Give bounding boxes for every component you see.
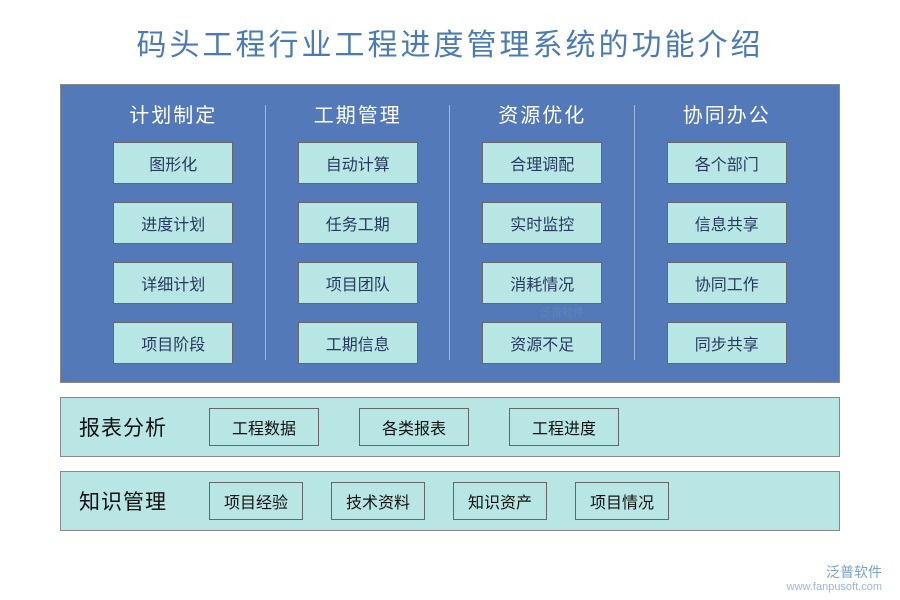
feature-box: 工期信息 bbox=[298, 322, 418, 364]
row-item-box: 各类报表 bbox=[359, 408, 469, 446]
column-resource: 资源优化 合理调配 实时监控 消耗情况 资源不足 bbox=[454, 99, 631, 364]
column-items: 合理调配 实时监控 消耗情况 资源不足 bbox=[454, 142, 631, 364]
feature-box: 任务工期 bbox=[298, 202, 418, 244]
watermark-brand: 泛普软件 bbox=[787, 564, 882, 581]
row-item-box: 工程进度 bbox=[509, 408, 619, 446]
row-reports: 报表分析 工程数据 各类报表 工程进度 bbox=[60, 397, 840, 457]
row-item-box: 技术资料 bbox=[331, 482, 425, 520]
column-plan: 计划制定 图形化 进度计划 详细计划 项目阶段 bbox=[85, 99, 262, 364]
page-title: 码头工程行业工程进度管理系统的功能介绍 bbox=[60, 20, 840, 64]
watermark-corner: 泛普软件 www.fanpusoft.com bbox=[787, 564, 882, 594]
feature-box: 资源不足 bbox=[482, 322, 602, 364]
watermark-url: www.fanpusoft.com bbox=[787, 581, 882, 594]
feature-box: 项目阶段 bbox=[113, 322, 233, 364]
feature-box: 图形化 bbox=[113, 142, 233, 184]
feature-box: 自动计算 bbox=[298, 142, 418, 184]
feature-box: 合理调配 bbox=[482, 142, 602, 184]
column-items: 自动计算 任务工期 项目团队 工期信息 bbox=[270, 142, 447, 364]
feature-box: 详细计划 bbox=[113, 262, 233, 304]
feature-box: 实时监控 bbox=[482, 202, 602, 244]
column-header: 工期管理 bbox=[314, 99, 402, 128]
row-knowledge: 知识管理 项目经验 技术资料 知识资产 项目情况 bbox=[60, 471, 840, 531]
feature-box: 信息共享 bbox=[667, 202, 787, 244]
row-items: 工程数据 各类报表 工程进度 bbox=[209, 408, 821, 446]
feature-box: 同步共享 bbox=[667, 322, 787, 364]
column-items: 各个部门 信息共享 协同工作 同步共享 bbox=[639, 142, 816, 364]
feature-box: 消耗情况 bbox=[482, 262, 602, 304]
row-item-box: 项目经验 bbox=[209, 482, 303, 520]
column-duration: 工期管理 自动计算 任务工期 项目团队 工期信息 bbox=[270, 99, 447, 364]
row-items: 项目经验 技术资料 知识资产 项目情况 bbox=[209, 482, 821, 520]
feature-box: 进度计划 bbox=[113, 202, 233, 244]
feature-box: 协同工作 bbox=[667, 262, 787, 304]
column-header: 协同办公 bbox=[683, 99, 771, 128]
row-label: 报表分析 bbox=[79, 412, 179, 442]
infographic-container: 码头工程行业工程进度管理系统的功能介绍 计划制定 图形化 进度计划 详细计划 项… bbox=[0, 0, 900, 600]
main-panel: 计划制定 图形化 进度计划 详细计划 项目阶段 工期管理 自动计算 任务工期 项… bbox=[60, 84, 840, 383]
row-label: 知识管理 bbox=[79, 486, 179, 516]
column-header: 资源优化 bbox=[498, 99, 586, 128]
column-items: 图形化 进度计划 详细计划 项目阶段 bbox=[85, 142, 262, 364]
row-item-box: 项目情况 bbox=[575, 482, 669, 520]
column-collab: 协同办公 各个部门 信息共享 协同工作 同步共享 bbox=[639, 99, 816, 364]
row-item-box: 知识资产 bbox=[453, 482, 547, 520]
column-header: 计划制定 bbox=[129, 99, 217, 128]
feature-box: 项目团队 bbox=[298, 262, 418, 304]
row-item-box: 工程数据 bbox=[209, 408, 319, 446]
feature-box: 各个部门 bbox=[667, 142, 787, 184]
